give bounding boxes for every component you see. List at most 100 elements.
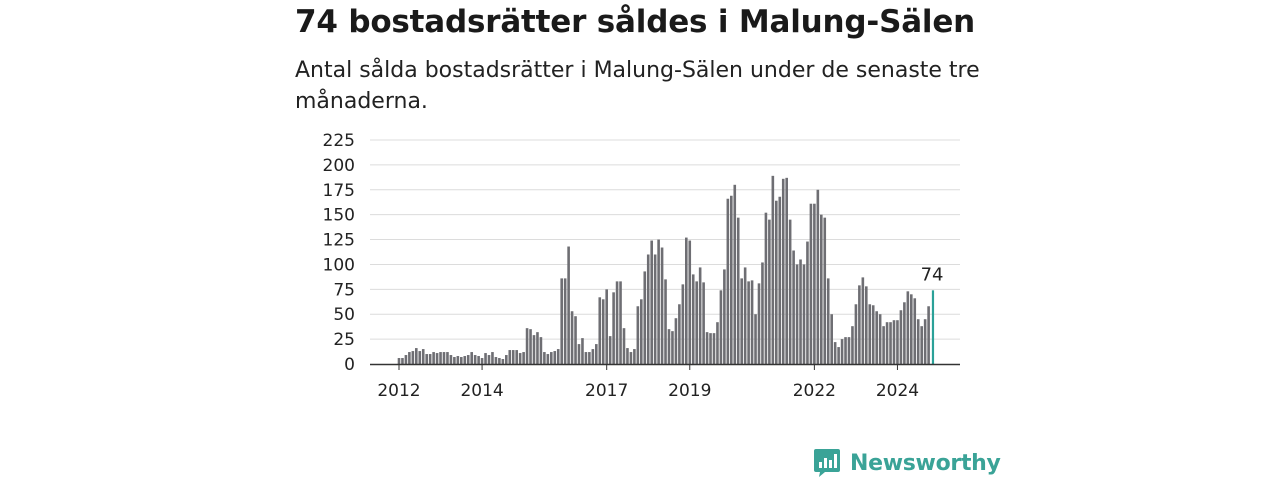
bar [428, 354, 432, 364]
bar [563, 278, 567, 364]
bar [449, 355, 453, 364]
bar [498, 358, 501, 364]
bar [726, 198, 730, 364]
bar [889, 322, 892, 364]
bar [581, 338, 584, 364]
bar [896, 320, 899, 364]
bar [761, 262, 764, 364]
newsworthy-logo-icon [814, 449, 840, 477]
bar [425, 354, 428, 364]
bar [487, 355, 491, 364]
y-tick-label: 25 [333, 330, 355, 350]
bar [695, 281, 698, 364]
y-tick-label: 150 [323, 206, 355, 226]
bar [556, 349, 560, 364]
bar [615, 281, 619, 364]
bar [539, 337, 543, 364]
bar [397, 358, 401, 364]
bar [927, 306, 930, 364]
bar [885, 322, 889, 364]
x-axis [370, 363, 960, 370]
bar [629, 352, 633, 364]
bar [591, 349, 595, 364]
bar [466, 355, 470, 364]
bar [754, 314, 757, 364]
bar [518, 353, 522, 364]
chart-title: 74 bostadsrätter såldes i Malung-Sälen [295, 4, 976, 40]
y-tick-label: 175 [323, 181, 355, 201]
bar [605, 289, 608, 364]
bar [560, 278, 563, 364]
newsworthy-brand: Newsworthy [813, 446, 1001, 480]
x-tick-label: 2012 [377, 381, 420, 401]
bar [716, 322, 719, 364]
bar [809, 203, 813, 364]
bar [439, 352, 442, 364]
bar [764, 212, 768, 364]
x-tick-label: 2014 [460, 381, 503, 401]
bar [522, 352, 525, 364]
bar [795, 264, 799, 364]
bar [415, 348, 418, 364]
bar [681, 284, 685, 364]
bar [788, 219, 792, 364]
bar [903, 302, 906, 364]
y-axis-labels: 0 25 50 75 100 125 150 175 200 225 [323, 131, 355, 375]
bar [543, 352, 546, 364]
bar [844, 337, 847, 364]
bar [709, 333, 712, 364]
bar [435, 353, 439, 364]
bar [778, 196, 782, 364]
bar [723, 269, 726, 364]
bar [550, 352, 553, 364]
bar [622, 328, 626, 364]
bar [598, 297, 602, 364]
y-tick-label: 100 [323, 255, 355, 275]
x-axis-labels: 2012 2014 2017 2019 2022 2024 [377, 381, 919, 401]
bar [806, 241, 809, 364]
bar [685, 237, 688, 364]
bar [837, 347, 840, 364]
bar [601, 299, 605, 364]
x-tick-label: 2022 [793, 381, 836, 401]
bar [899, 310, 903, 364]
annotations: 74 [921, 264, 944, 285]
y-tick-label: 125 [323, 231, 355, 251]
bar [515, 350, 518, 364]
bar [813, 203, 816, 364]
bar [698, 267, 702, 364]
bar [536, 332, 539, 364]
bar [858, 285, 861, 364]
bar [480, 358, 484, 364]
bar [411, 351, 415, 364]
y-tick-label: 75 [333, 280, 355, 300]
bar [574, 316, 577, 364]
bar [501, 359, 505, 364]
bar [494, 357, 498, 364]
bar [892, 320, 896, 364]
x-tick-label: 2024 [876, 381, 919, 401]
bar [608, 336, 612, 364]
bar [470, 352, 473, 364]
bar [577, 344, 581, 364]
bar [910, 294, 913, 364]
bar [882, 326, 885, 364]
y-tick-label: 200 [323, 156, 355, 176]
bar [643, 271, 647, 364]
brand-name: Newsworthy [850, 450, 1001, 476]
bar [401, 358, 404, 364]
bar [505, 355, 508, 364]
bar [529, 329, 532, 364]
y-tick-label: 225 [323, 131, 355, 151]
bar [674, 318, 678, 364]
bar [404, 355, 408, 364]
bar [702, 282, 705, 364]
bar [785, 177, 788, 364]
bar [802, 264, 806, 364]
x-tick-label: 2017 [585, 381, 628, 401]
x-tick-label: 2019 [668, 381, 711, 401]
bar [750, 280, 754, 364]
bar [875, 311, 878, 364]
bar [657, 239, 660, 364]
